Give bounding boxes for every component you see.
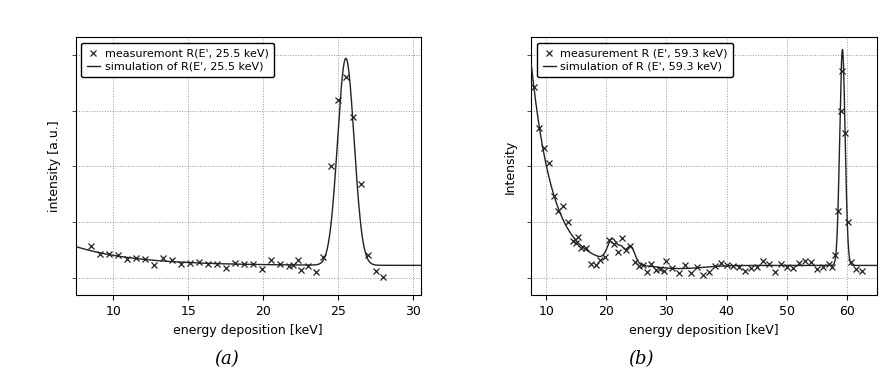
simulation of R(E', 25.5 keV)	[218, 261, 229, 266]
measuremont R(E', 25.5 keV)	[363, 253, 374, 258]
measuremont R(E', 25.5 keV)	[149, 263, 159, 267]
measuremont R(E', 25.5 keV)	[348, 115, 359, 120]
X-axis label: energy deposition [keV]: energy deposition [keV]	[174, 324, 323, 337]
measurement R (E', 59.3 keV)	[856, 269, 867, 273]
measuremont R(E', 25.5 keV)	[370, 269, 381, 273]
measuremont R(E', 25.5 keV)	[378, 274, 389, 279]
measurement R (E', 59.3 keV)	[697, 273, 708, 278]
measurement R (E', 59.3 keV)	[837, 68, 848, 73]
measuremont R(E', 25.5 keV)	[158, 256, 168, 261]
measuremont R(E', 25.5 keV)	[288, 263, 299, 267]
simulation of R (E', 59.3 keV)	[871, 263, 882, 268]
simulation of R (E', 59.3 keV)	[784, 263, 795, 268]
simulation of R (E', 59.3 keV)	[750, 263, 761, 268]
measuremont R(E', 25.5 keV)	[295, 267, 306, 272]
measurement R (E', 59.3 keV)	[576, 246, 587, 251]
measuremont R(E', 25.5 keV)	[103, 252, 114, 257]
measurement R (E', 59.3 keV)	[850, 267, 861, 271]
Text: (b): (b)	[628, 350, 653, 368]
measurement R (E', 59.3 keV)	[793, 261, 804, 265]
Line: simulation of R(E', 25.5 keV): simulation of R(E', 25.5 keV)	[76, 58, 421, 266]
simulation of R (E', 59.3 keV)	[658, 266, 668, 270]
Text: (a): (a)	[214, 350, 239, 368]
simulation of R(E', 25.5 keV)	[130, 256, 141, 261]
measuremont R(E', 25.5 keV)	[130, 256, 141, 261]
measurement R (E', 59.3 keV)	[529, 85, 539, 89]
measuremont R(E', 25.5 keV)	[121, 257, 132, 262]
measuremont R(E', 25.5 keV)	[247, 261, 258, 266]
Legend: measuremont R(E', 25.5 keV), simulation of R(E', 25.5 keV): measuremont R(E', 25.5 keV), simulation …	[81, 43, 274, 77]
simulation of R(E', 25.5 keV)	[109, 253, 120, 258]
simulation of R (E', 59.3 keV)	[837, 47, 848, 52]
measuremont R(E', 25.5 keV)	[175, 261, 186, 266]
measuremont R(E', 25.5 keV)	[311, 270, 321, 275]
measuremont R(E', 25.5 keV)	[239, 262, 249, 266]
measuremont R(E', 25.5 keV)	[284, 264, 295, 268]
measuremont R(E', 25.5 keV)	[112, 253, 123, 257]
measuremont R(E', 25.5 keV)	[265, 258, 276, 263]
simulation of R (E', 59.3 keV)	[526, 63, 537, 67]
Legend: measurement R (E', 59.3 keV), simulation of R (E', 59.3 keV): measurement R (E', 59.3 keV), simulation…	[537, 43, 733, 77]
measuremont R(E', 25.5 keV)	[85, 244, 96, 248]
simulation of R (E', 59.3 keV)	[733, 263, 744, 268]
measuremont R(E', 25.5 keV)	[326, 164, 336, 169]
measuremont R(E', 25.5 keV)	[230, 260, 240, 265]
measuremont R(E', 25.5 keV)	[293, 257, 303, 262]
measuremont R(E', 25.5 keV)	[212, 262, 222, 267]
X-axis label: energy deposition [keV]: energy deposition [keV]	[629, 324, 779, 337]
simulation of R (E', 59.3 keV)	[810, 263, 821, 268]
measuremont R(E', 25.5 keV)	[202, 262, 213, 266]
measuremont R(E', 25.5 keV)	[355, 182, 366, 187]
measurement R (E', 59.3 keV)	[586, 261, 596, 266]
measuremont R(E', 25.5 keV)	[274, 262, 285, 267]
measuremont R(E', 25.5 keV)	[256, 266, 267, 271]
Y-axis label: intensity [a.u.]: intensity [a.u.]	[48, 121, 61, 212]
measuremont R(E', 25.5 keV)	[318, 254, 328, 259]
measuremont R(E', 25.5 keV)	[333, 98, 344, 102]
Line: simulation of R (E', 59.3 keV): simulation of R (E', 59.3 keV)	[531, 50, 877, 269]
Line: measurement R (E', 59.3 keV): measurement R (E', 59.3 keV)	[531, 68, 864, 278]
measuremont R(E', 25.5 keV)	[184, 261, 195, 265]
simulation of R(E', 25.5 keV)	[203, 261, 214, 266]
measurement R (E', 59.3 keV)	[716, 261, 726, 266]
simulation of R(E', 25.5 keV)	[372, 263, 383, 267]
Line: measuremont R(E', 25.5 keV): measuremont R(E', 25.5 keV)	[88, 75, 386, 279]
simulation of R(E', 25.5 keV)	[409, 263, 419, 268]
measuremont R(E', 25.5 keV)	[94, 252, 105, 256]
measuremont R(E', 25.5 keV)	[193, 260, 204, 264]
simulation of R (E', 59.3 keV)	[675, 266, 685, 271]
simulation of R(E', 25.5 keV)	[416, 263, 426, 268]
measurement R (E', 59.3 keV)	[553, 208, 563, 213]
simulation of R(E', 25.5 keV)	[341, 56, 352, 61]
measuremont R(E', 25.5 keV)	[140, 257, 150, 262]
simulation of R (E', 59.3 keV)	[589, 252, 600, 257]
measuremont R(E', 25.5 keV)	[341, 75, 352, 80]
measuremont R(E', 25.5 keV)	[166, 258, 177, 262]
Y-axis label: Intensity: Intensity	[504, 139, 517, 194]
measuremont R(E', 25.5 keV)	[221, 266, 231, 270]
measuremont R(E', 25.5 keV)	[303, 264, 313, 269]
simulation of R(E', 25.5 keV)	[70, 244, 81, 249]
